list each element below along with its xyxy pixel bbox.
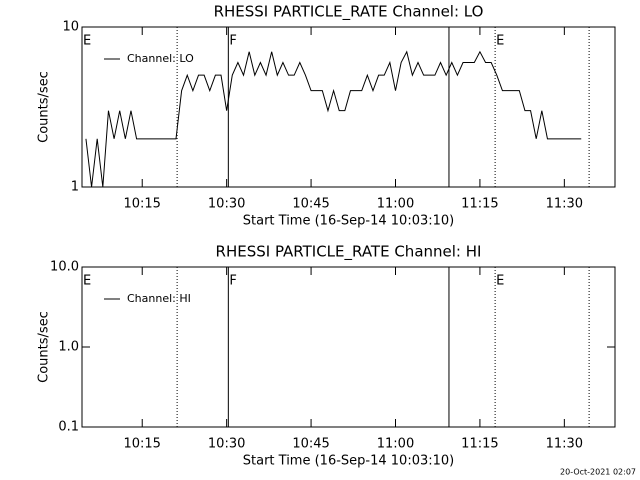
marker-label: F: [229, 274, 236, 289]
marker-label: E: [83, 34, 91, 49]
y-tick-label: 0.1: [58, 420, 79, 435]
x-tick-label: 10:45: [292, 437, 329, 452]
y-tick-label: 1: [71, 180, 79, 195]
x-tick-label: 11:30: [546, 197, 583, 212]
y-tick-label: 1.0: [58, 340, 79, 355]
chart-title: RHESSI PARTICLE_RATE Channel: LO: [214, 3, 484, 22]
x-tick-label: 11:15: [461, 437, 498, 452]
plot-frame: [81, 26, 616, 188]
chart-title: RHESSI PARTICLE_RATE Channel: HI: [216, 243, 482, 262]
x-tick-label: 11:00: [377, 197, 414, 212]
x-tick-label: 11:30: [546, 437, 583, 452]
marker-label: E: [496, 274, 504, 289]
y-axis-label: Counts/sec: [37, 71, 52, 143]
x-tick-label: 11:00: [377, 437, 414, 452]
x-tick-label: 10:45: [292, 197, 329, 212]
x-axis-label: Start Time (16-Sep-14 10:03:10): [243, 214, 454, 229]
legend-label: Channel: LO: [127, 52, 194, 65]
data-line: [85, 50, 582, 188]
y-tick-label: 10.0: [50, 260, 79, 275]
x-tick-label: 10:30: [208, 437, 245, 452]
y-axis-label: Counts/sec: [37, 311, 52, 383]
x-axis-label: Start Time (16-Sep-14 10:03:10): [243, 454, 454, 469]
marker-label: E: [496, 34, 504, 49]
y-tick-label: 10: [62, 20, 79, 35]
x-tick-label: 10:30: [208, 197, 245, 212]
x-tick-label: 11:15: [461, 197, 498, 212]
marker-label: F: [229, 34, 236, 49]
plot-frame: [81, 266, 616, 428]
timestamp: 20-Oct-2021 02:07: [560, 468, 636, 477]
marker-label: E: [83, 274, 91, 289]
legend-label: Channel: HI: [127, 292, 191, 305]
x-tick-label: 10:15: [123, 437, 160, 452]
x-tick-label: 10:15: [123, 197, 160, 212]
